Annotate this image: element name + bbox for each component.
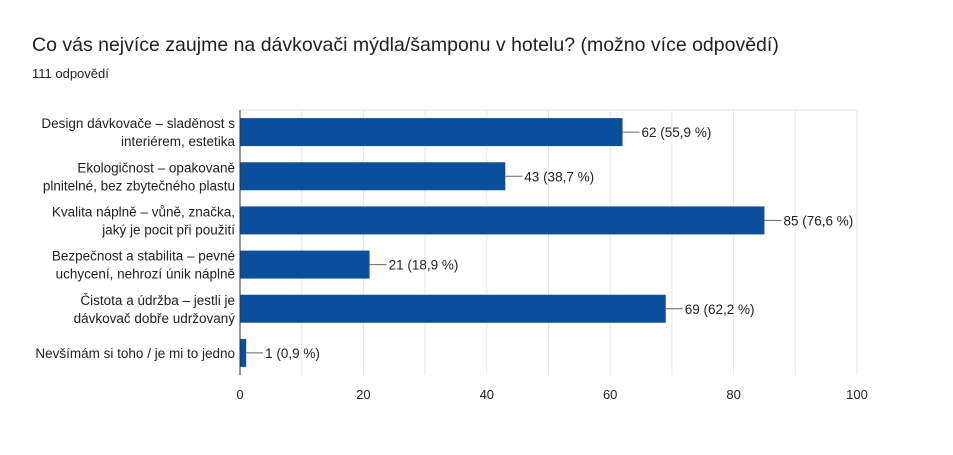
data-label: 62 (55,9 %) xyxy=(642,125,712,140)
x-tick-label: 20 xyxy=(356,387,370,402)
data-label: 43 (38,7 %) xyxy=(524,169,594,184)
labels: 0 20 40 60 80 100 62 (55,9 %) Design dávkovače … xyxy=(35,116,867,402)
bar xyxy=(240,338,247,367)
category-label: Bezpečnost a stabilita – pevné uchycení, … xyxy=(52,249,235,282)
x-tick-label: 0 xyxy=(236,387,243,402)
bar xyxy=(240,294,666,323)
category-label-line: Čistota a údržba – jestli je xyxy=(80,293,235,308)
category-label: Nevšímám si toho / je mi to jedno xyxy=(35,346,235,361)
bars xyxy=(240,118,765,367)
category-label-line: Nevšímám si toho / je mi to jedno xyxy=(35,346,235,361)
category-label-line: uchycení, nehrozí únik náplně xyxy=(56,267,235,282)
bar xyxy=(240,206,765,235)
category-label-line: Ekologičnost – opakovaně xyxy=(77,160,235,175)
x-tick-label: 40 xyxy=(480,387,494,402)
category-label-line: Design dávkovače – sladěnost s xyxy=(41,116,235,131)
category-label-line: Kvalita náplně – vůně, značka, xyxy=(52,204,235,219)
data-label: 85 (76,6 %) xyxy=(783,213,853,228)
category-label: Čistota a údržba – jestli je dávkovač dob… xyxy=(74,293,236,326)
category-label-line: interiérem, estetika xyxy=(121,134,236,149)
data-label: 1 (0,9 %) xyxy=(265,346,320,361)
category-label: Design dávkovače – sladěnost s interiérem… xyxy=(41,116,235,149)
category-label-line: Bezpečnost a stabilita – pevné xyxy=(52,249,235,264)
grid-lines xyxy=(240,109,858,375)
x-tick-label: 80 xyxy=(726,387,740,402)
data-label: 69 (62,2 %) xyxy=(685,302,755,317)
category-label-line: dávkovač dobře udržovaný xyxy=(74,311,236,326)
category-label-line: jaký je pocit při použití xyxy=(101,222,235,237)
category-label-line: plnitelné, bez zbytečného plastu xyxy=(43,178,235,193)
bar xyxy=(240,118,623,147)
x-tick-label: 100 xyxy=(846,387,868,402)
x-tick-label: 60 xyxy=(603,387,617,402)
category-label: Kvalita náplně – vůně, značka, jaký je po… xyxy=(52,204,235,237)
bar xyxy=(240,250,370,279)
bar xyxy=(240,162,506,191)
data-label: 21 (18,9 %) xyxy=(389,258,459,273)
response-count: 111 odpovědí xyxy=(32,66,109,81)
category-label: Ekologičnost – opakovaně plnitelné, bez z… xyxy=(43,160,235,193)
chart-title: Co vás nejvíce zaujme na dávkovači mýdla… xyxy=(32,34,779,56)
